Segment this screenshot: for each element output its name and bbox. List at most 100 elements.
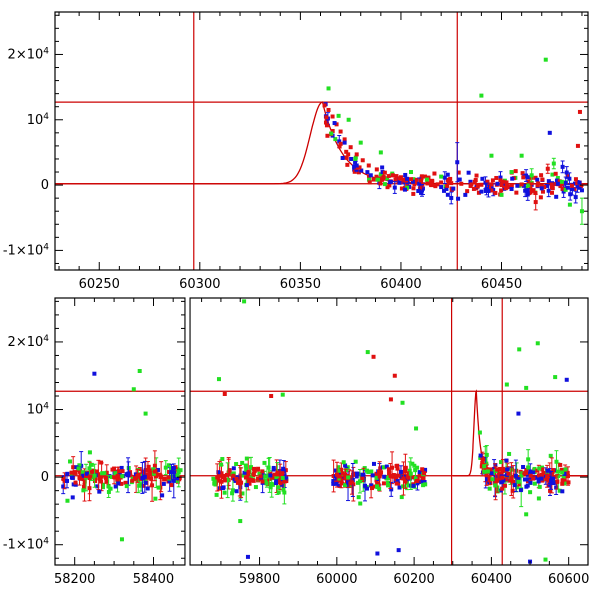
data-point — [256, 476, 261, 481]
data-point — [355, 480, 360, 485]
data-point — [411, 191, 416, 196]
data-point — [238, 519, 243, 524]
data-point — [325, 133, 330, 138]
data-point — [212, 477, 217, 482]
data-point — [336, 113, 341, 118]
data-point — [252, 469, 257, 474]
data-point — [97, 489, 102, 494]
data-point — [500, 475, 505, 480]
data-point — [366, 163, 371, 168]
data-point — [489, 188, 494, 193]
data-point — [367, 177, 372, 182]
data-point — [81, 485, 86, 490]
data-point — [531, 470, 536, 475]
data-point — [271, 467, 276, 472]
data-point — [281, 469, 286, 474]
data-point — [516, 479, 521, 484]
data-point — [479, 93, 484, 98]
data-point — [386, 480, 391, 485]
data-point — [565, 185, 570, 190]
data-point — [449, 181, 454, 186]
data-point — [262, 474, 267, 479]
data-point — [253, 485, 258, 490]
data-point — [526, 457, 531, 462]
data-point — [400, 400, 405, 405]
data-point — [569, 183, 574, 188]
data-point — [510, 467, 515, 472]
data-point — [369, 483, 374, 488]
data-point — [393, 177, 398, 182]
data-point — [484, 452, 489, 457]
data-point — [560, 489, 565, 494]
data-point — [493, 483, 498, 488]
data-point — [484, 186, 489, 191]
data-point — [282, 479, 287, 484]
data-point — [442, 188, 447, 193]
data-point — [539, 476, 544, 481]
data-point — [545, 468, 550, 473]
data-point — [171, 470, 176, 475]
data-point — [495, 478, 500, 483]
data-point — [163, 465, 168, 470]
data-point — [390, 465, 395, 470]
data-point — [100, 485, 105, 490]
data-point — [342, 140, 347, 145]
data-point — [398, 175, 403, 180]
data-point — [565, 174, 570, 179]
data-point — [153, 474, 158, 479]
data-point — [230, 491, 235, 496]
data-point — [394, 481, 399, 486]
data-point — [525, 175, 530, 180]
x-tick-label: 58400 — [133, 572, 174, 587]
data-point — [73, 480, 78, 485]
data-point — [334, 481, 339, 486]
data-point — [375, 551, 380, 556]
data-point — [501, 478, 506, 483]
data-point — [220, 475, 225, 480]
data-point — [535, 468, 540, 473]
data-point — [535, 183, 540, 188]
data-point — [539, 173, 544, 178]
data-point — [168, 474, 173, 479]
data-point — [219, 462, 224, 467]
data-point — [573, 181, 578, 186]
data-point — [386, 174, 391, 179]
data-point — [150, 483, 155, 488]
data-point — [256, 466, 261, 471]
data-point — [274, 479, 279, 484]
data-point — [95, 484, 100, 489]
data-point — [375, 177, 380, 182]
data-point — [137, 483, 142, 488]
data-point — [372, 484, 377, 489]
data-point — [456, 196, 461, 201]
data-point — [392, 373, 397, 378]
data-point — [410, 179, 415, 184]
data-point — [564, 170, 569, 175]
data-point — [499, 188, 504, 193]
data-point — [135, 473, 140, 478]
data-point — [224, 472, 229, 477]
data-point — [549, 473, 554, 478]
data-point — [463, 192, 468, 197]
data-point — [515, 183, 520, 188]
data-point — [513, 169, 518, 174]
data-point — [560, 164, 565, 169]
data-point — [166, 475, 171, 480]
data-point — [336, 465, 341, 470]
data-point — [404, 474, 409, 479]
data-point — [324, 123, 329, 128]
data-point — [377, 474, 382, 479]
data-point — [413, 476, 418, 481]
data-point — [512, 483, 517, 488]
data-point — [483, 188, 488, 193]
data-point — [378, 172, 383, 177]
data-point — [479, 182, 484, 187]
data-point — [551, 161, 556, 166]
data-point — [175, 467, 180, 472]
data-point — [449, 195, 454, 200]
data-point — [74, 465, 79, 470]
data-point — [178, 468, 183, 473]
data-point — [215, 475, 220, 480]
data-point — [406, 471, 411, 476]
data-point — [81, 488, 86, 493]
